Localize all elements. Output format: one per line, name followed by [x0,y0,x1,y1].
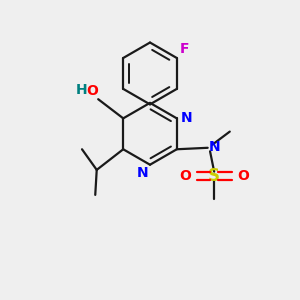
Text: S: S [208,167,220,185]
Text: F: F [180,42,189,56]
Text: N: N [180,111,192,125]
Text: O: O [237,169,249,183]
Text: O: O [180,169,191,183]
Text: N: N [137,166,148,180]
Text: N: N [209,140,221,154]
Text: H: H [76,83,88,97]
Text: O: O [86,84,98,98]
